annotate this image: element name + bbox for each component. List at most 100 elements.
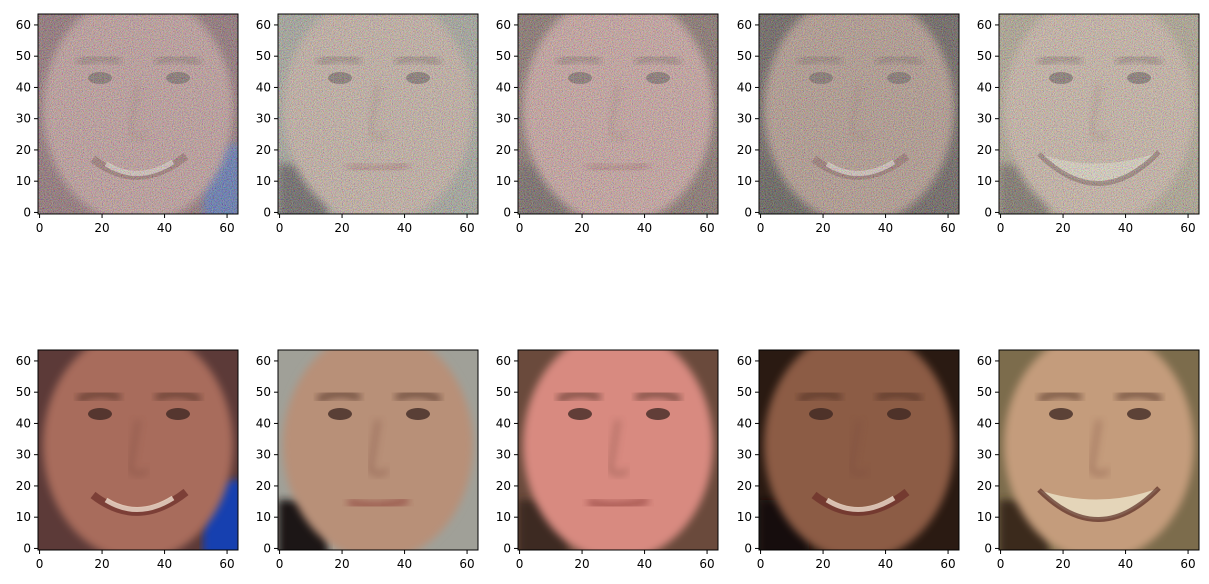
x-tick-label: 40 (157, 557, 172, 571)
panel-noisy-3: 0 20 40 60 0 10 20 30 40 50 60 (496, 13, 719, 235)
y-tick-label: 50 (737, 385, 752, 399)
y-tick-label: 10 (16, 510, 31, 524)
y-tick-label: 30 (256, 448, 271, 462)
y-tick-label: 10 (977, 510, 992, 524)
y-tick-label: 0 (503, 205, 511, 219)
x-tick-label: 60 (219, 557, 234, 571)
x-tick-label: 60 (459, 221, 474, 235)
y-tick-label: 20 (977, 479, 992, 493)
x-tick-label: 0 (276, 557, 284, 571)
y-tick-label: 40 (256, 416, 271, 430)
y-tick-label: 0 (984, 541, 992, 555)
y-tick-label: 60 (977, 354, 992, 368)
x-tick-label: 20 (574, 221, 589, 235)
y-tick-label: 50 (977, 385, 992, 399)
x-tick-label: 60 (699, 221, 714, 235)
axes-frame (517, 349, 719, 551)
y-tick-label: 0 (744, 205, 752, 219)
x-tick-label: 0 (997, 221, 1005, 235)
x-tick-label: 40 (637, 557, 652, 571)
face-image (38, 14, 238, 214)
x-tick-label: 40 (878, 221, 893, 235)
y-tick-label: 50 (256, 49, 271, 63)
y-tick-label: 40 (16, 416, 31, 430)
x-tick-label: 0 (36, 557, 44, 571)
axes-frame (998, 349, 1200, 551)
y-tick-label: 60 (16, 18, 31, 32)
y-tick-label: 60 (977, 18, 992, 32)
x-tick-label: 20 (815, 221, 830, 235)
x-tick-label: 40 (157, 221, 172, 235)
y-tick-label: 30 (737, 448, 752, 462)
y-tick-label: 50 (16, 385, 31, 399)
y-tick-label: 60 (256, 18, 271, 32)
x-tick-label: 20 (334, 221, 349, 235)
y-tick-label: 30 (737, 112, 752, 126)
x-tick-label: 0 (516, 557, 524, 571)
face-image (518, 350, 718, 550)
x-tick-label: 40 (397, 557, 412, 571)
y-tick-label: 40 (977, 416, 992, 430)
face-image (518, 14, 718, 214)
y-tick-label: 60 (737, 354, 752, 368)
x-tick-label: 60 (940, 557, 955, 571)
axes-frame (998, 13, 1200, 215)
x-tick-label: 0 (36, 221, 44, 235)
y-tick-label: 20 (256, 143, 271, 157)
y-tick-label: 10 (496, 510, 511, 524)
y-tick-label: 60 (496, 354, 511, 368)
y-tick-label: 20 (977, 143, 992, 157)
y-tick-label: 10 (16, 174, 31, 188)
x-tick-label: 60 (459, 557, 474, 571)
y-tick-label: 20 (256, 479, 271, 493)
face-image (759, 350, 959, 550)
panel-clean-2: 0 20 40 60 0 10 20 30 40 50 60 (256, 349, 479, 571)
x-tick-label: 20 (1055, 221, 1070, 235)
x-tick-label: 0 (757, 221, 765, 235)
axes-frame (37, 13, 239, 215)
y-tick-label: 40 (737, 80, 752, 94)
y-tick-label: 10 (256, 510, 271, 524)
y-tick-label: 20 (737, 143, 752, 157)
axes-frame (277, 349, 479, 551)
x-tick-label: 60 (699, 557, 714, 571)
y-tick-label: 60 (256, 354, 271, 368)
y-tick-label: 30 (496, 448, 511, 462)
axes-frame (758, 349, 960, 551)
x-tick-label: 60 (219, 221, 234, 235)
panel-noisy-4: 0 20 40 60 0 10 20 30 40 50 60 (737, 13, 960, 235)
y-tick-label: 0 (503, 541, 511, 555)
x-tick-label: 40 (1118, 221, 1133, 235)
y-tick-label: 30 (256, 112, 271, 126)
y-tick-label: 40 (496, 416, 511, 430)
y-tick-label: 0 (984, 205, 992, 219)
y-tick-label: 40 (16, 80, 31, 94)
face-image (278, 14, 478, 214)
y-tick-label: 0 (23, 541, 31, 555)
y-tick-label: 20 (496, 143, 511, 157)
face-image (38, 350, 238, 550)
y-tick-label: 40 (737, 416, 752, 430)
axes-frame (758, 13, 960, 215)
y-tick-label: 10 (737, 174, 752, 188)
x-tick-label: 0 (516, 221, 524, 235)
y-tick-label: 0 (263, 541, 271, 555)
x-tick-label: 20 (815, 557, 830, 571)
axes-frame (517, 13, 719, 215)
x-tick-label: 60 (1180, 557, 1195, 571)
y-tick-label: 20 (737, 479, 752, 493)
x-tick-label: 20 (94, 221, 109, 235)
y-tick-label: 30 (16, 112, 31, 126)
x-tick-label: 20 (94, 557, 109, 571)
y-tick-label: 60 (496, 18, 511, 32)
face-image (999, 350, 1199, 550)
x-tick-label: 0 (276, 221, 284, 235)
axes-frame (277, 13, 479, 215)
x-tick-label: 20 (334, 557, 349, 571)
y-tick-label: 60 (737, 18, 752, 32)
y-tick-label: 10 (977, 174, 992, 188)
face-image (759, 14, 959, 214)
y-tick-label: 50 (737, 49, 752, 63)
y-tick-label: 20 (16, 143, 31, 157)
